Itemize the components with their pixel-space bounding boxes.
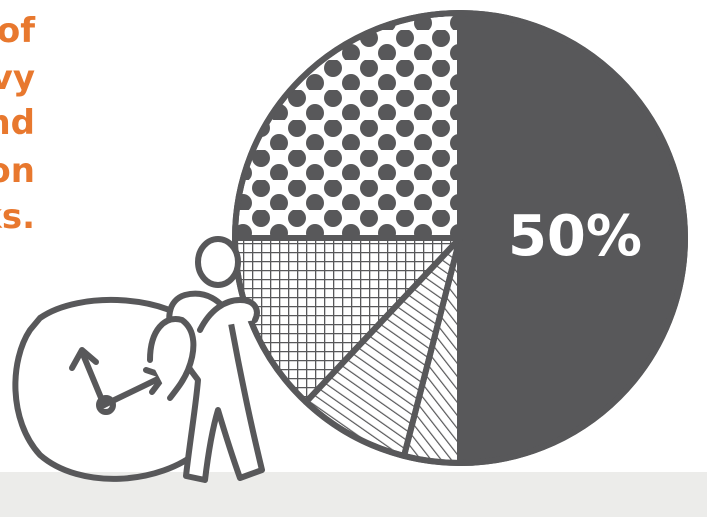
pie-outline: [232, 10, 688, 466]
slice-label-50: 50%: [508, 204, 642, 269]
pie-chart: [232, 10, 688, 466]
pushing-figure-icon: [147, 236, 265, 483]
caption-line-3: nd: [0, 103, 35, 143]
pie-percent-label: 50%: [508, 204, 642, 269]
pie-slice-5: [232, 10, 463, 241]
caption-line-2: vy: [0, 58, 35, 98]
caption-line-1: of: [0, 11, 35, 51]
caption-line-4: on: [0, 151, 35, 191]
caption-line-5: ks.: [0, 197, 35, 237]
